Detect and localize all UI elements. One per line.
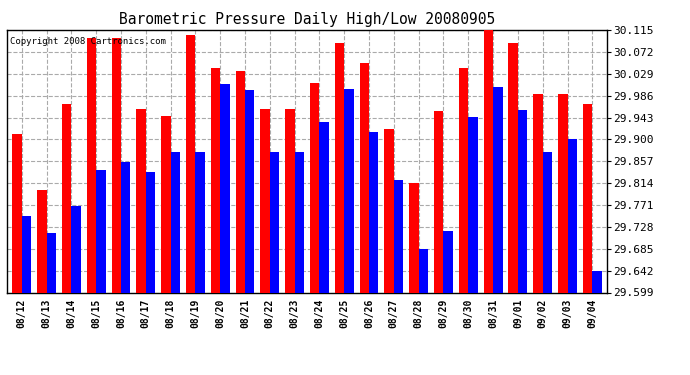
Bar (409, 183, 419, 292)
Bar (235, 71, 245, 292)
Bar (195, 152, 205, 292)
Bar (509, 43, 518, 292)
Bar (394, 180, 403, 292)
Bar (419, 249, 428, 292)
Bar (47, 234, 56, 292)
Bar (87, 38, 96, 292)
Bar (37, 190, 47, 292)
Bar (384, 129, 394, 292)
Bar (96, 170, 106, 292)
Bar (211, 68, 220, 292)
Bar (444, 231, 453, 292)
Bar (518, 110, 527, 292)
Bar (459, 68, 469, 292)
Bar (543, 152, 552, 292)
Bar (260, 109, 270, 292)
Bar (170, 152, 180, 292)
Text: Copyright 2008 Cartronics.com: Copyright 2008 Cartronics.com (10, 37, 166, 46)
Bar (71, 206, 81, 292)
Bar (335, 43, 344, 292)
Bar (121, 162, 130, 292)
Bar (62, 104, 71, 292)
Bar (220, 84, 230, 292)
Bar (319, 122, 329, 292)
Bar (146, 172, 155, 292)
Bar (359, 63, 369, 292)
Bar (369, 132, 379, 292)
Bar (22, 216, 31, 292)
Bar (112, 38, 121, 292)
Bar (484, 30, 493, 292)
Bar (270, 152, 279, 292)
Bar (567, 140, 577, 292)
Bar (469, 117, 477, 292)
Bar (186, 35, 195, 292)
Bar (533, 94, 543, 292)
Bar (558, 94, 567, 292)
Bar (12, 134, 22, 292)
Bar (310, 83, 319, 292)
Bar (493, 87, 502, 292)
Bar (245, 90, 255, 292)
Bar (161, 117, 170, 292)
Bar (592, 271, 602, 292)
Bar (137, 109, 146, 292)
Bar (583, 104, 592, 292)
Bar (285, 109, 295, 292)
Bar (344, 88, 354, 292)
Title: Barometric Pressure Daily High/Low 20080905: Barometric Pressure Daily High/Low 20080… (119, 12, 495, 27)
Bar (434, 111, 444, 292)
Bar (295, 152, 304, 292)
